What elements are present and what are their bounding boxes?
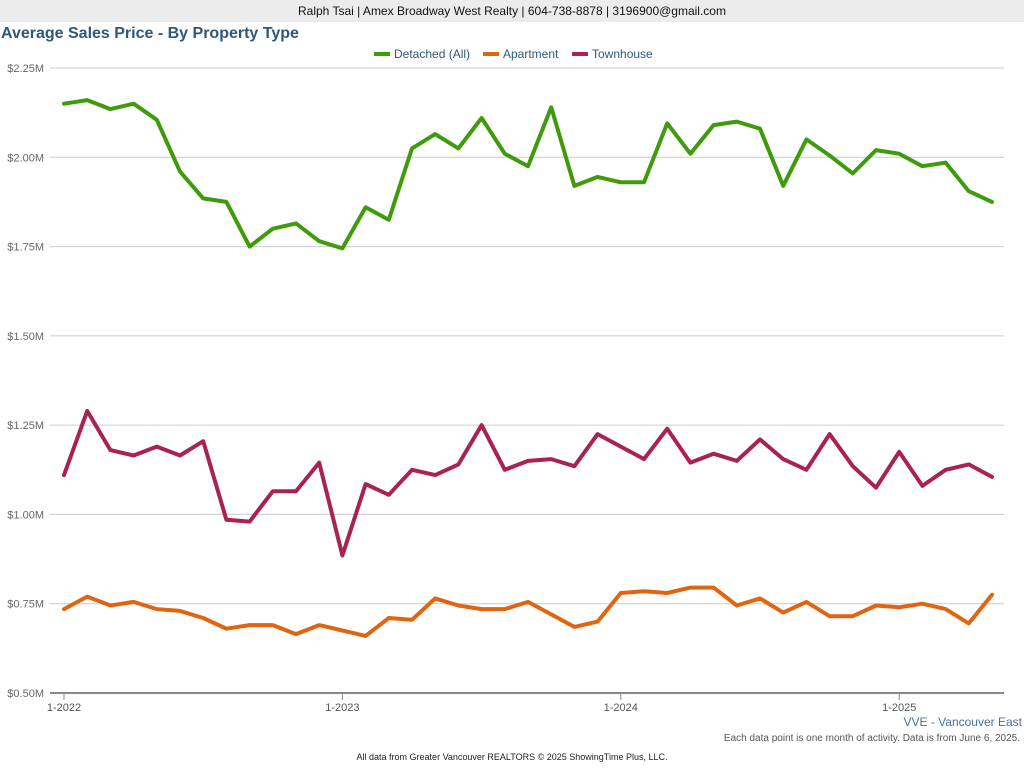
series-line-0 (62, 98, 994, 251)
legend-label[interactable]: Townhouse (592, 47, 653, 61)
line-chart: $0.50M $0.75M $1.00M $1.25M $1.50M $1.75M $2.0… (7, 47, 1004, 714)
gridlines (50, 67, 1004, 605)
y-tick-label: $1.75M (7, 242, 44, 254)
region-label: VVE - Vancouver East (903, 715, 1023, 729)
y-tick-label: $2.00M (7, 152, 44, 164)
y-tick-label: $0.50M (7, 688, 44, 700)
legend-label[interactable]: Detached (All) (394, 47, 470, 61)
y-tick-label: $0.75M (7, 599, 44, 611)
data-note: Each data point is one month of activity… (723, 733, 1020, 744)
chart-title: Average Sales Price - By Property Type (1, 25, 299, 42)
x-tick-label: 1-2025 (882, 702, 916, 714)
x-axis-ticks: 1-2022 1-2023 1-2024 1-2025 (47, 693, 916, 714)
legend[interactable]: Detached (All) Apartment Townhouse (374, 47, 653, 61)
x-tick-label: 1-2022 (47, 702, 81, 714)
x-tick-label: 1-2023 (325, 702, 359, 714)
y-tick-label: $1.50M (7, 331, 44, 343)
series-lines (62, 98, 994, 638)
footer-credit: All data from Greater Vancouver REALTORS… (356, 752, 668, 762)
legend-label[interactable]: Apartment (503, 47, 559, 61)
series-line-1 (62, 585, 994, 638)
y-tick-label: $2.25M (7, 63, 44, 75)
contact-header: Ralph Tsai | Amex Broadway West Realty |… (0, 0, 1024, 22)
y-axis-ticks: $0.50M $0.75M $1.00M $1.25M $1.50M $1.75M $2.0… (7, 63, 44, 700)
x-tick-label: 1-2024 (604, 702, 638, 714)
y-tick-label: $1.25M (7, 420, 44, 432)
series-line-2 (62, 408, 994, 558)
y-tick-label: $1.00M (7, 509, 44, 521)
